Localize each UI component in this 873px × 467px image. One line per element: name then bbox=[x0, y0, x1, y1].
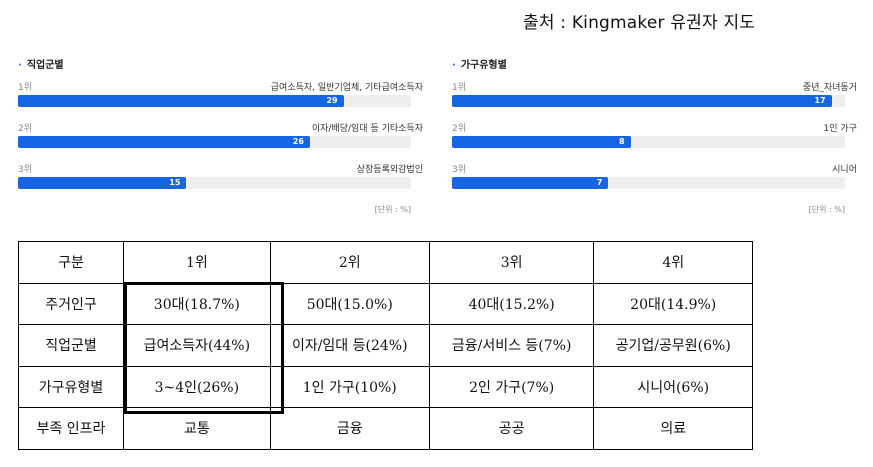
bar-track: 26 bbox=[18, 136, 411, 148]
table-cell: 급여소득자(44%) bbox=[123, 324, 271, 367]
unit-label: [단위 : %] bbox=[374, 205, 411, 214]
table-row: 주거인구 30대(18.7%) 50대(15.0%) 40대(15.2%) 20대(14… bbox=[18, 282, 753, 325]
table-header-cell: 1위 bbox=[123, 241, 271, 284]
bar: 7 bbox=[452, 177, 609, 189]
table-cell: 금융/서비스 등(7%) bbox=[428, 324, 595, 367]
table-header-row: 구분 1위 2위 3위 4위 bbox=[18, 241, 753, 284]
category-label: 중년_자녀동거 bbox=[802, 83, 857, 93]
category-label: 시니어 bbox=[832, 165, 857, 175]
bar-rows: 1위 중년_자녀동거 17 2위 1인 가구 8 3위 시니어 7 bbox=[452, 80, 857, 203]
bar-row: 3위 시니어 7 bbox=[452, 162, 857, 203]
bar-value-label: 15 bbox=[169, 178, 181, 187]
rank-label: 1위 bbox=[452, 83, 467, 93]
bar-row: 1위 중년_자녀동거 17 bbox=[452, 80, 857, 121]
rank-label: 2위 bbox=[18, 124, 33, 134]
table-cell: 20대(14.9%) bbox=[593, 282, 753, 325]
table-cell: 의료 bbox=[593, 407, 753, 450]
category-label: 이자/배당/임대 등 기타소득자 bbox=[311, 124, 423, 134]
row-label-cell: 부족 인프라 bbox=[18, 407, 124, 450]
category-label: 상장등록외감법인 bbox=[356, 165, 423, 175]
table-cell: 교통 bbox=[123, 407, 271, 450]
chart-title: 가구유형별 bbox=[460, 60, 507, 71]
table-row: 직업군별 급여소득자(44%) 이자/임대 등(24%) 금융/서비스 등(7%) 공기… bbox=[18, 324, 753, 367]
bullet-dot-icon: · bbox=[18, 60, 22, 71]
bar: 8 bbox=[452, 136, 631, 148]
table-row: 가구유형별 3~4인(26%) 1인 가구(10%) 2인 가구(7%) 시니어(6%) bbox=[18, 365, 753, 408]
bar-value-label: 7 bbox=[596, 178, 603, 187]
table-cell: 금융 bbox=[269, 407, 430, 450]
table-cell: 40대(15.2%) bbox=[428, 282, 595, 325]
bar-row: 3위 상장등록외감법인 15 bbox=[18, 162, 423, 203]
table-header-cell: 2위 bbox=[269, 241, 430, 284]
table-row: 부족 인프라 교통 금융 공공 의료 bbox=[18, 407, 753, 450]
bar: 29 bbox=[18, 95, 344, 107]
chart-panel-household: · 가구유형별 1위 중년_자녀동거 17 2위 1인 가구 8 3위 시니어 7 [단위 : %… bbox=[452, 52, 857, 222]
table-header-cell: 구분 bbox=[18, 241, 124, 284]
bar-track: 15 bbox=[18, 177, 411, 189]
row-label-cell: 주거인구 bbox=[18, 282, 124, 325]
bar-track: 8 bbox=[452, 136, 845, 148]
rank-label: 2위 bbox=[452, 124, 467, 134]
bar-value-label: 26 bbox=[292, 137, 304, 146]
summary-table: 구분 1위 2위 3위 4위 주거인구 30대(18.7%) 50대(15.0%) 40대(15… bbox=[18, 241, 753, 450]
bar: 17 bbox=[452, 95, 832, 107]
bar-track: 17 bbox=[452, 95, 845, 107]
unit-label: [단위 : %] bbox=[808, 205, 845, 214]
chart-panel-occupation: · 직업군별 1위 급여소득자, 일반기업체, 기타급여소득자 29 2위 이자/배당/임… bbox=[18, 52, 423, 222]
table-header-cell: 3위 bbox=[428, 241, 595, 284]
bar-track: 7 bbox=[452, 177, 845, 189]
table-header-cell: 4위 bbox=[593, 241, 753, 284]
source-caption: 출처 : Kingmaker 유권자 지도 bbox=[523, 13, 756, 33]
table-cell: 1인 가구(10%) bbox=[269, 365, 430, 408]
table-cell: 3~4인(26%) bbox=[123, 365, 271, 408]
bar-value-label: 29 bbox=[326, 96, 338, 105]
bar: 15 bbox=[18, 177, 187, 189]
table-cell: 50대(15.0%) bbox=[269, 282, 430, 325]
category-label: 급여소득자, 일반기업체, 기타급여소득자 bbox=[270, 83, 423, 93]
category-label: 1인 가구 bbox=[823, 124, 857, 134]
chart-title: 직업군별 bbox=[26, 60, 64, 71]
table-cell: 2인 가구(7%) bbox=[428, 365, 595, 408]
table-cell: 시니어(6%) bbox=[593, 365, 753, 408]
bar-value-label: 8 bbox=[619, 137, 625, 146]
bar-track: 29 bbox=[18, 95, 411, 107]
bar-value-label: 17 bbox=[814, 96, 826, 105]
table-cell: 공기업/공무원(6%) bbox=[593, 324, 753, 367]
table-cell: 30대(18.7%) bbox=[123, 282, 271, 325]
bullet-dot-icon: · bbox=[452, 60, 456, 71]
rank-label: 3위 bbox=[18, 165, 33, 175]
row-label-cell: 직업군별 bbox=[18, 324, 124, 367]
bar-rows: 1위 급여소득자, 일반기업체, 기타급여소득자 29 2위 이자/배당/임대 등 기타… bbox=[18, 80, 423, 203]
bar-row: 1위 급여소득자, 일반기업체, 기타급여소득자 29 bbox=[18, 80, 423, 121]
bar-row: 2위 이자/배당/임대 등 기타소득자 26 bbox=[18, 121, 423, 162]
table-cell: 공공 bbox=[428, 407, 595, 450]
bar-row: 2위 1인 가구 8 bbox=[452, 121, 857, 162]
rank-label: 1위 bbox=[18, 83, 33, 93]
row-label-cell: 가구유형별 bbox=[18, 365, 124, 408]
rank-label: 3위 bbox=[452, 165, 467, 175]
table-cell: 이자/임대 등(24%) bbox=[269, 324, 430, 367]
bar: 26 bbox=[18, 136, 310, 148]
